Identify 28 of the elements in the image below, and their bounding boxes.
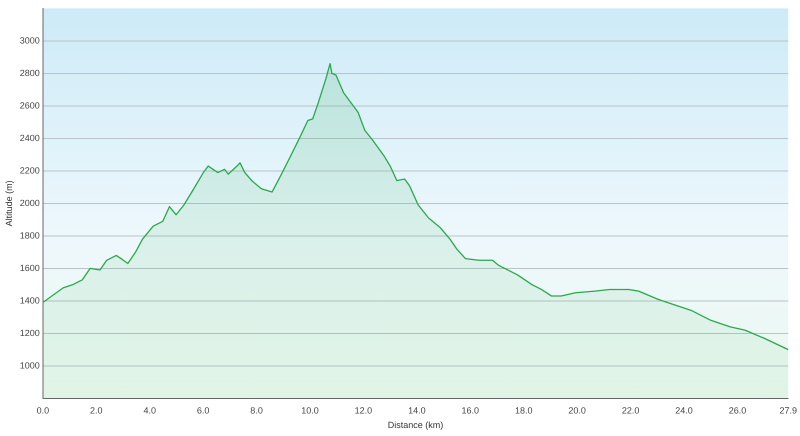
x-tick-label: 26.0 [728, 405, 746, 416]
y-tick-label: 2000 [20, 198, 40, 208]
x-tick-label: 24.0 [675, 405, 693, 416]
x-tick-label: 18.0 [514, 405, 533, 416]
x-tick-label: 20.0 [568, 405, 586, 416]
x-tick-label: 27.9 [779, 405, 798, 416]
y-tick-label: 1200 [20, 328, 40, 338]
y-axis-title: Altitude (m) [4, 180, 14, 226]
y-tick-label: 1800 [20, 230, 40, 240]
y-tick-label: 2400 [20, 132, 40, 143]
x-tick-label: 8.0 [250, 405, 263, 416]
x-tick-label: 0.0 [36, 405, 50, 416]
x-tick-label: 14.0 [408, 405, 426, 416]
y-tick-label: 2800 [20, 68, 40, 78]
x-tick-label: 16.0 [462, 405, 480, 416]
y-tick-label: 1000 [20, 360, 40, 370]
x-tick-label: 22.0 [622, 405, 640, 416]
y-tick-label: 3000 [20, 35, 40, 46]
x-axis-title: Distance (km) [388, 420, 444, 430]
x-tick-label: 4.0 [143, 405, 156, 416]
y-tick-label: 2200 [20, 165, 40, 176]
x-tick-label: 6.0 [196, 405, 210, 416]
x-tick-label: 2.0 [90, 405, 103, 416]
x-tick-label: 12.0 [354, 405, 372, 416]
x-tick-label: 10.0 [301, 405, 319, 416]
y-tick-label: 1600 [20, 262, 40, 273]
y-tick-label: 1400 [20, 295, 40, 306]
y-tick-label: 2600 [20, 100, 40, 110]
